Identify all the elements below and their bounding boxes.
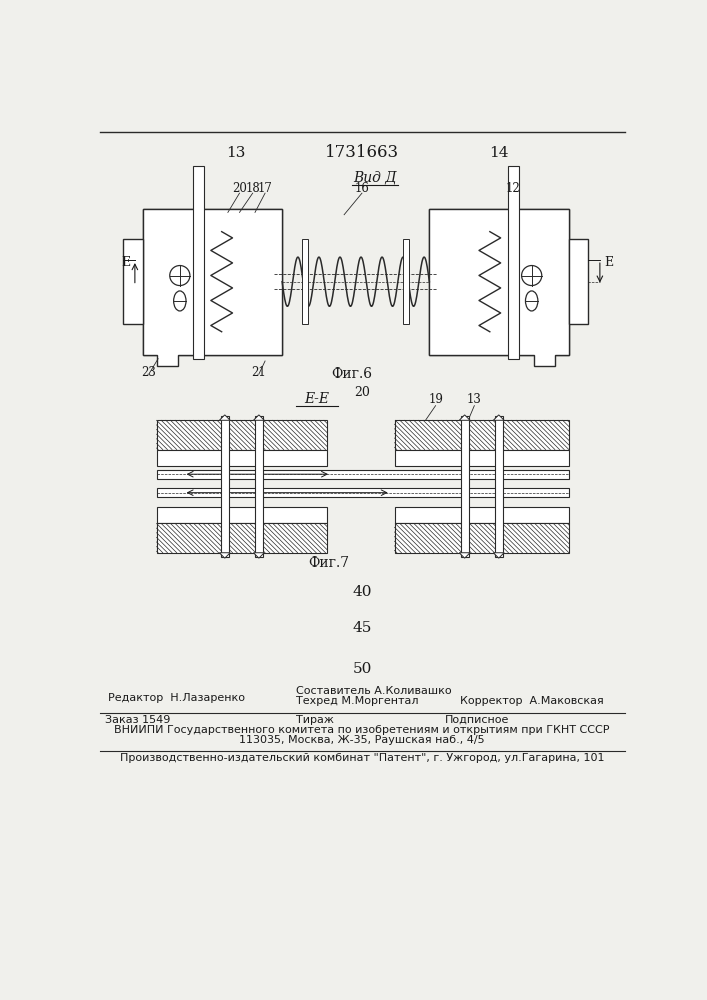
Text: 21: 21 (252, 366, 267, 379)
Text: Фиг.7: Фиг.7 (308, 556, 349, 570)
Text: Корректор  А.Маковская: Корректор А.Маковская (460, 696, 604, 706)
Text: Заказ 1549: Заказ 1549 (105, 715, 171, 725)
Text: 17: 17 (257, 182, 272, 195)
Bar (395, 420, 569, 450)
Polygon shape (569, 239, 588, 324)
Polygon shape (460, 415, 470, 420)
Circle shape (522, 266, 542, 286)
Bar (156, 507, 327, 523)
Text: 50: 50 (352, 662, 372, 676)
Text: Производственно-издательский комбинат "Патент", г. Ужгород, ул.Гагарина, 101: Производственно-издательский комбинат "П… (119, 753, 604, 763)
Bar (403, 239, 409, 324)
Polygon shape (493, 553, 504, 558)
Bar (156, 523, 327, 553)
Text: Вид Д: Вид Д (354, 171, 397, 185)
Bar (156, 420, 327, 450)
Text: 1731663: 1731663 (325, 144, 399, 161)
Bar (156, 488, 569, 497)
Text: E: E (121, 256, 130, 269)
Bar (156, 470, 569, 479)
Text: Составитель А.Коливашко: Составитель А.Коливашко (296, 686, 452, 696)
Text: 113035, Москва, Ж-35, Раушская наб., 4/5: 113035, Москва, Ж-35, Раушская наб., 4/5 (239, 735, 485, 745)
Text: ВНИИПИ Государственного комитета по изобретениям и открытиям при ГКНТ СССР: ВНИИПИ Государственного комитета по изоб… (115, 725, 609, 735)
Text: 23: 23 (141, 366, 156, 379)
Bar (303, 239, 308, 324)
Text: Е-Е: Е-Е (305, 392, 329, 406)
Bar (495, 416, 503, 557)
Text: Редактор  Н.Лазаренко: Редактор Н.Лазаренко (107, 693, 245, 703)
Bar (395, 450, 569, 466)
Text: 20: 20 (232, 182, 247, 195)
Text: 12: 12 (506, 182, 520, 195)
Polygon shape (429, 209, 569, 366)
Text: 13: 13 (467, 393, 481, 406)
Text: 14: 14 (489, 146, 509, 160)
Text: 20: 20 (354, 386, 370, 399)
Text: 18: 18 (245, 182, 260, 195)
Text: E: E (604, 256, 614, 269)
Bar (429, 209, 569, 355)
Polygon shape (123, 239, 143, 324)
Text: 19: 19 (428, 393, 443, 406)
Text: Фиг.6: Фиг.6 (332, 367, 373, 381)
Bar (143, 209, 282, 355)
Bar (508, 166, 518, 359)
Bar (255, 416, 263, 557)
Bar (395, 507, 569, 523)
Bar (193, 166, 204, 359)
Bar (156, 450, 327, 466)
Ellipse shape (174, 291, 186, 311)
Ellipse shape (525, 291, 538, 311)
Polygon shape (219, 415, 230, 420)
Text: 13: 13 (226, 146, 245, 160)
Polygon shape (253, 415, 264, 420)
Polygon shape (460, 553, 470, 558)
Bar (461, 416, 469, 557)
Text: 40: 40 (352, 585, 372, 599)
Circle shape (170, 266, 190, 286)
Polygon shape (143, 209, 282, 366)
Text: Подписное: Подписное (445, 715, 509, 725)
Polygon shape (219, 553, 230, 558)
Text: Техред М.Моргентал: Техред М.Моргентал (296, 696, 419, 706)
Bar (221, 416, 228, 557)
Polygon shape (493, 415, 504, 420)
Bar (395, 523, 569, 553)
Text: Тираж: Тираж (296, 715, 334, 725)
Text: 16: 16 (354, 182, 369, 195)
Text: 45: 45 (352, 621, 372, 635)
Polygon shape (253, 553, 264, 558)
